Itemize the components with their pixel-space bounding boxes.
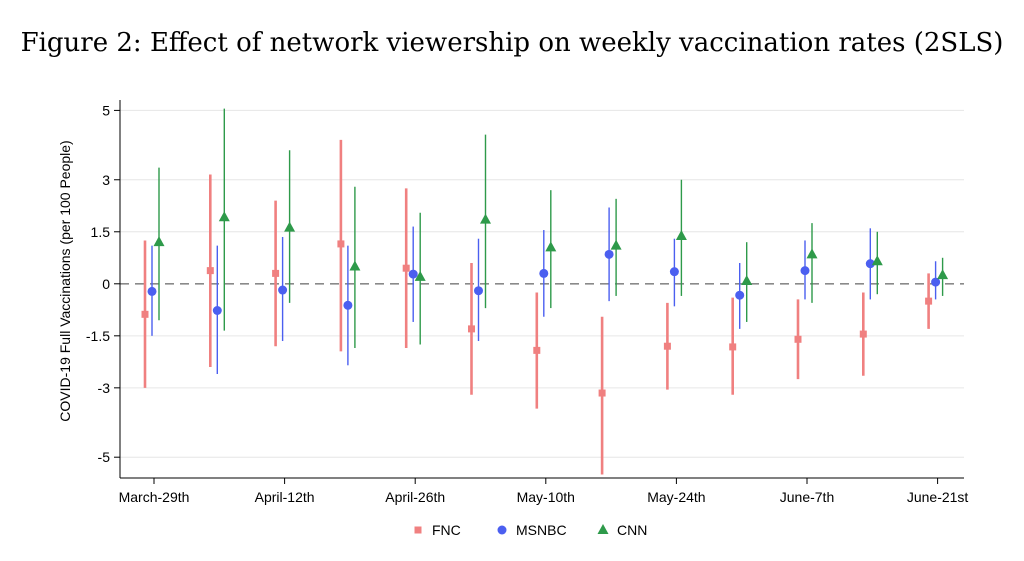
fnc-point: [729, 343, 737, 351]
cnn-point: [284, 221, 296, 232]
legend-fnc-marker: [414, 526, 422, 534]
msnbc-point: [408, 269, 418, 279]
fnc-point: [663, 342, 671, 350]
cnn-point: [806, 248, 818, 259]
y-tick-label: 1.5: [91, 224, 111, 240]
legend-msnbc-marker: [497, 525, 507, 535]
fnc-point: [272, 269, 280, 277]
x-tick-label: June-21st: [907, 489, 969, 505]
fnc-point: [337, 240, 345, 248]
x-tick-label: May-24th: [647, 489, 705, 505]
msnbc-point: [865, 259, 875, 269]
fnc-point: [141, 310, 149, 318]
msnbc-point: [539, 268, 549, 278]
legend-cnn-label: CNN: [617, 522, 647, 538]
legend-cnn-marker: [597, 524, 609, 534]
series-msnbc: [147, 207, 941, 374]
figure-title: Figure 2: Effect of network viewership o…: [20, 28, 1004, 58]
msnbc-point: [147, 286, 157, 296]
msnbc-point: [343, 300, 353, 310]
y-tick-label: -1.5: [86, 328, 110, 344]
x-tick-label: March-29th: [119, 489, 190, 505]
msnbc-point: [278, 285, 288, 295]
msnbc-point: [735, 290, 745, 300]
msnbc-point: [800, 266, 810, 276]
cnn-point: [871, 255, 883, 266]
series-fnc: [141, 139, 933, 475]
msnbc-point: [604, 249, 614, 259]
fnc-point: [402, 264, 410, 272]
y-axis-label: COVID-19 Full Vaccinations (per 100 Peop…: [57, 140, 73, 421]
cnn-point: [741, 275, 753, 286]
y-tick-label: -5: [98, 449, 111, 465]
legend-fnc-label: FNC: [432, 522, 461, 538]
msnbc-point: [212, 306, 222, 316]
msnbc-point: [474, 286, 483, 296]
msnbc-point: [669, 267, 679, 277]
x-tick-label: April-26th: [385, 489, 445, 505]
y-tick-label: 3: [102, 172, 110, 188]
cnn-point: [610, 239, 622, 250]
x-axis-ticks: March-29th April-12th April-26th May-10th Ma…: [119, 478, 969, 505]
cnn-point: [153, 236, 165, 247]
cnn-point: [480, 213, 491, 224]
cnn-point: [675, 229, 687, 240]
cnn-point: [414, 270, 426, 281]
fnc-point: [794, 335, 802, 343]
cnn-point: [937, 269, 949, 280]
cnn-point: [349, 260, 361, 271]
y-axis-ticks: -5 -3 -1.5 0 1.5 3 5: [86, 102, 120, 465]
msnbc-point: [931, 277, 941, 287]
legend: FNC MSNBC CNN: [414, 522, 647, 538]
cnn-point: [545, 241, 557, 252]
fnc-point: [925, 297, 933, 305]
fnc-point: [533, 346, 541, 354]
y-tick-label: -3: [98, 380, 111, 396]
grid-lines: [120, 109, 964, 458]
fnc-point: [859, 330, 867, 338]
x-tick-label: June-7th: [780, 489, 834, 505]
axes: [119, 100, 964, 479]
series-cnn: [153, 108, 949, 348]
x-tick-label: May-10th: [517, 489, 575, 505]
y-tick-label: 5: [102, 102, 110, 118]
y-tick-label: 0: [102, 276, 110, 292]
fnc-point: [206, 267, 214, 275]
x-tick-label: April-12th: [255, 489, 315, 505]
fnc-point: [598, 389, 606, 397]
fnc-point: [468, 325, 475, 333]
legend-msnbc-label: MSNBC: [516, 522, 567, 538]
series-marks: [141, 108, 949, 475]
cnn-point: [218, 211, 230, 222]
